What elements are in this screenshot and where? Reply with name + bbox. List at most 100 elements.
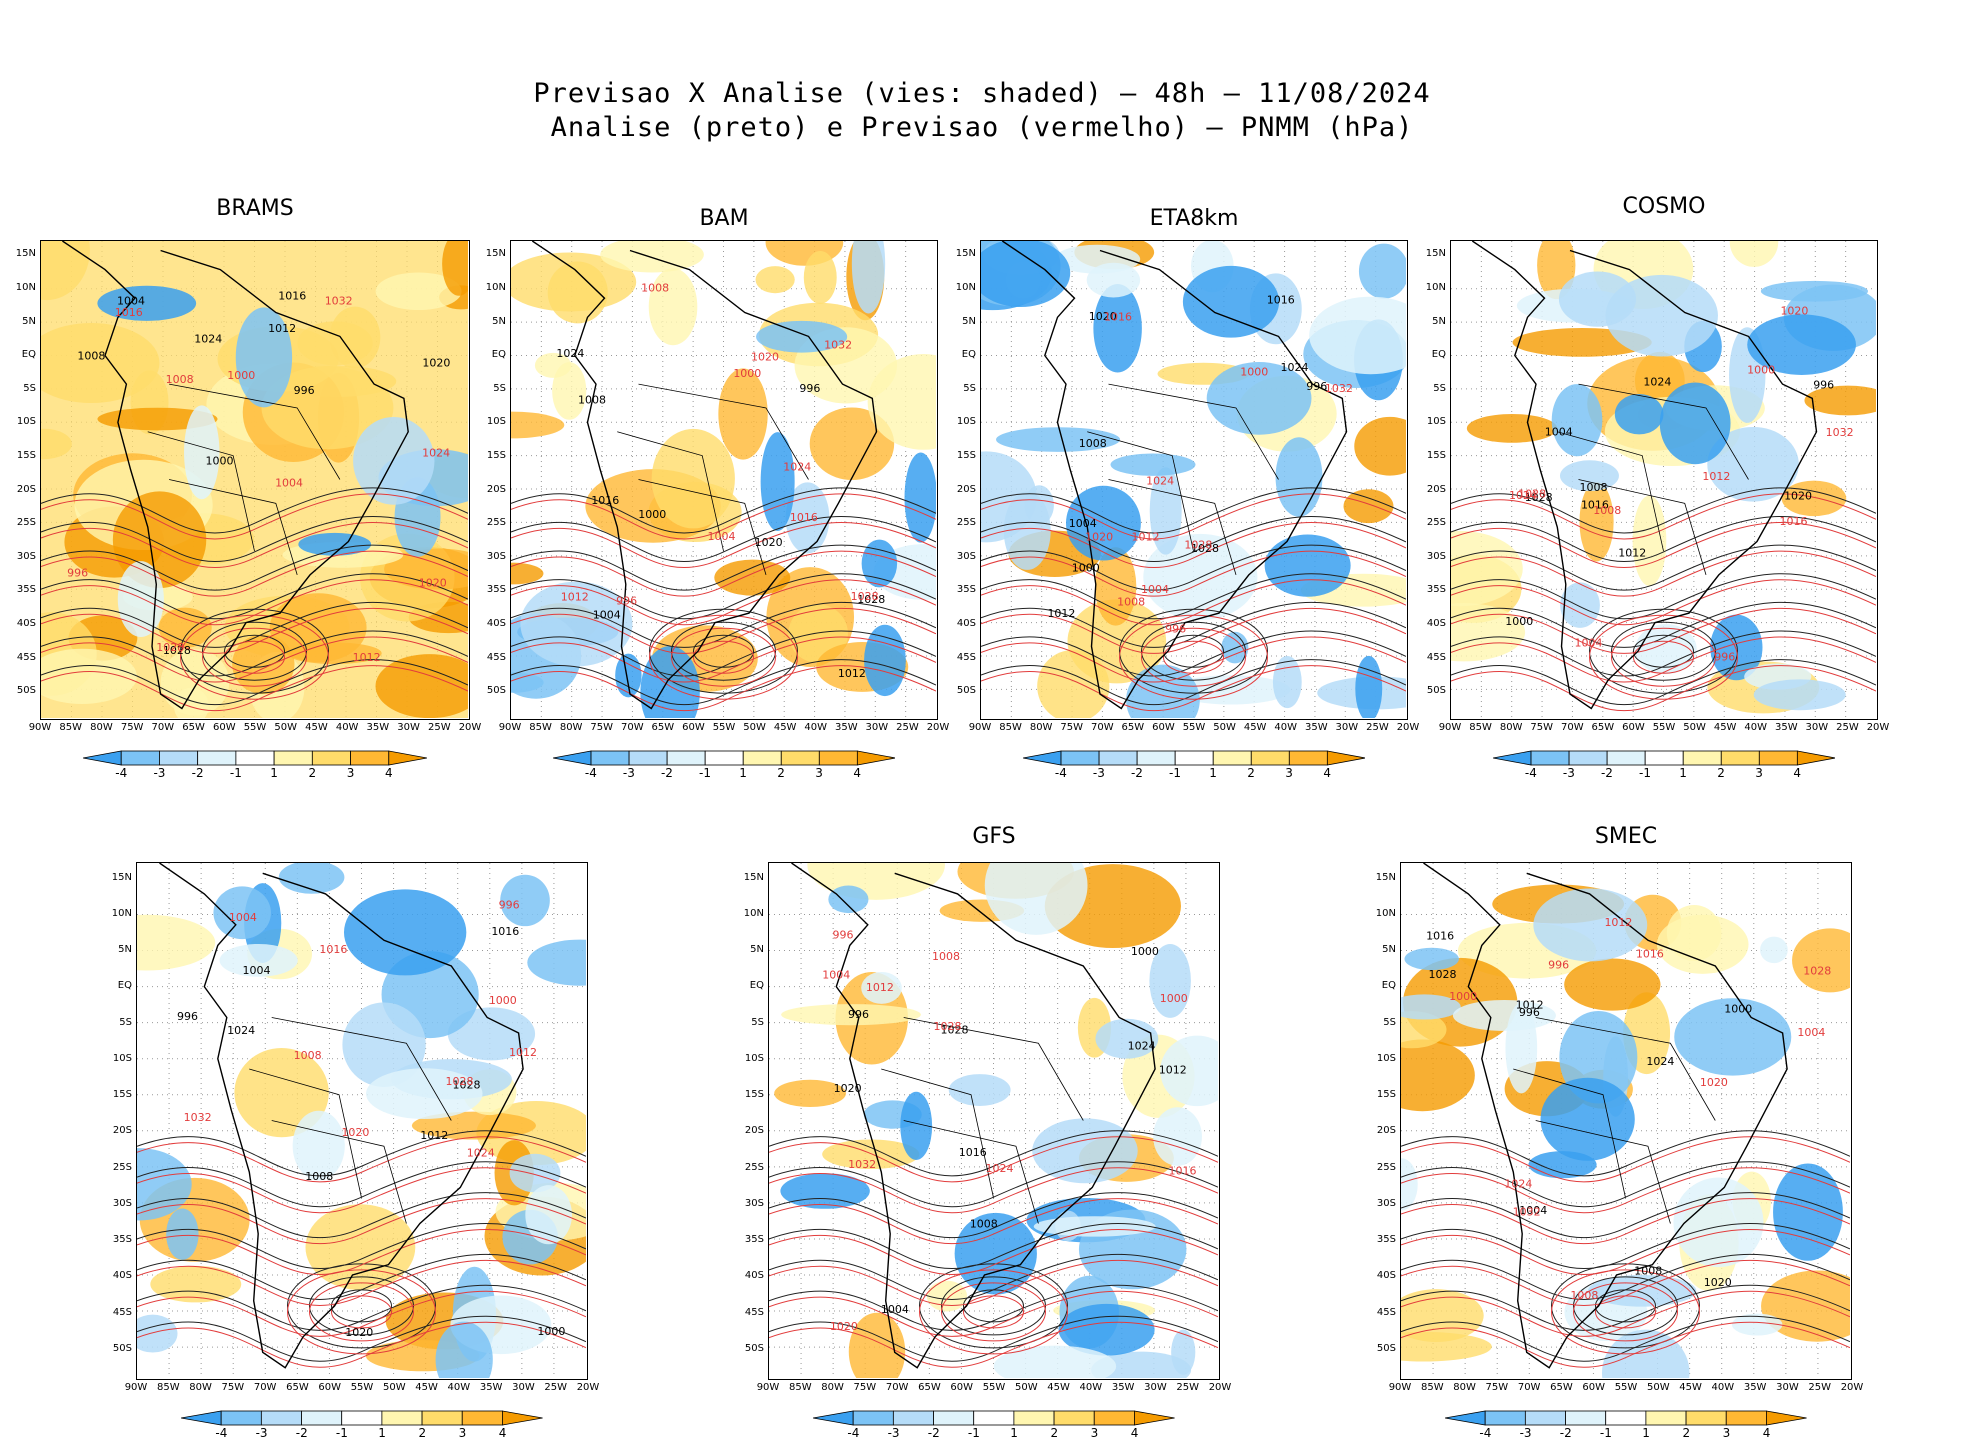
positive-bias-area	[755, 266, 795, 294]
isobar-line	[511, 487, 936, 534]
latitude-label: 15N	[955, 248, 976, 260]
colorbar-label: -1	[1638, 766, 1651, 780]
isobar-label: 1020	[834, 1082, 862, 1095]
isobar-label: 996	[616, 595, 637, 608]
low-pressure-isobar	[963, 1295, 1024, 1329]
low-pressure-isobar	[919, 1263, 1068, 1349]
colorbar-swatch	[159, 750, 199, 766]
negative-bias-area	[520, 581, 633, 667]
longitude-label: 35W	[1743, 1382, 1767, 1393]
colorbar	[552, 750, 896, 766]
latitude-label: 10S	[112, 1052, 132, 1064]
colorbar-swatch	[1134, 1410, 1175, 1426]
isobar-line	[511, 665, 936, 712]
isobar-label: 1012	[1132, 530, 1160, 543]
isobar-line	[1451, 601, 1876, 648]
longitude-label: 60W	[1152, 722, 1175, 733]
latitude-label: 45S	[16, 651, 36, 663]
low-pressure-isobar	[224, 634, 285, 668]
latitude-label: 20S	[112, 1125, 132, 1137]
isobar-label: 1000	[206, 455, 234, 468]
negative-bias-area	[993, 1345, 1117, 1378]
country-border	[1535, 1120, 1671, 1224]
colorbar-label: -1	[698, 766, 711, 780]
country-border	[1108, 383, 1279, 480]
isobar-label: 1012	[509, 1046, 537, 1059]
isobar-line	[511, 544, 936, 591]
negative-bias-area	[298, 532, 372, 556]
isobar-label: 1004	[1797, 1026, 1825, 1039]
longitude-label: 65W	[1121, 722, 1145, 733]
longitude-label: 50W	[1646, 1382, 1670, 1393]
longitude-label: 40W	[335, 722, 359, 733]
country-border	[1087, 431, 1194, 552]
colorbar-swatch	[1445, 1410, 1486, 1426]
map-area: 1012 1016 1020 1024 1028 1008 1004 1000 996 1012 1…	[510, 240, 938, 720]
isobar-label: 1020	[1704, 1276, 1732, 1289]
isobar-line	[981, 636, 1406, 683]
latitude-label: 15N	[1425, 248, 1446, 260]
isobar-label: 1004	[881, 1303, 909, 1316]
colorbar-label: -3	[1562, 766, 1575, 780]
latitude-label: 20S	[16, 483, 36, 495]
colorbar-swatch	[181, 1410, 222, 1426]
low-pressure-isobar	[1595, 1289, 1656, 1323]
latitude-label: 45S	[1426, 651, 1446, 663]
positive-bias-area	[150, 1265, 242, 1303]
colorbar-label: -1	[1168, 766, 1181, 780]
isobar-label: 1020	[1085, 530, 1113, 543]
longitude-label: 25W	[896, 722, 919, 733]
low-pressure-isobar	[671, 621, 776, 681]
positive-bias-area	[1343, 489, 1394, 524]
longitude-label: 60W	[950, 1382, 974, 1393]
positive-bias-area	[600, 241, 704, 273]
country-border	[147, 431, 255, 552]
negative-bias-area	[1560, 582, 1600, 628]
longitude-label: 50W	[1213, 722, 1236, 733]
latitude-label: 5S	[751, 1016, 764, 1028]
latitude-label: 10N	[1375, 907, 1396, 919]
colorbar-swatch	[220, 1410, 262, 1426]
panel-title: COSMO	[1622, 194, 1706, 219]
isobar-label: 1008	[932, 950, 960, 963]
colorbar-label: 3	[1090, 1426, 1099, 1440]
isobar-line	[769, 1136, 1218, 1183]
latitude-label: 20S	[1376, 1125, 1396, 1137]
latitude-label: 15S	[744, 1089, 764, 1101]
isobar-line	[769, 1290, 1218, 1337]
colorbar-swatch	[350, 750, 390, 766]
longitude-label: 85W	[529, 722, 552, 733]
south-america-coastline	[531, 241, 878, 710]
isobar-label: 1000	[1724, 1003, 1752, 1016]
negative-bias-area	[1659, 382, 1731, 465]
low-pressure-isobar	[1551, 1269, 1700, 1355]
negative-bias-area	[97, 285, 197, 321]
colorbar-label: -2	[927, 1426, 940, 1440]
low-pressure-isobar	[1119, 614, 1268, 700]
longitude-label: 50W	[274, 722, 298, 733]
negative-bias-area	[353, 416, 435, 505]
negative-bias-area	[1673, 1177, 1764, 1268]
positive-bias-area	[1401, 1331, 1492, 1362]
low-pressure-isobar	[963, 1289, 1024, 1323]
positive-bias-area	[1564, 958, 1661, 1011]
colorbar-swatch	[502, 1410, 543, 1426]
latitude-label: 50S	[1426, 685, 1446, 697]
positive-bias-area	[1451, 603, 1526, 662]
longitude-label: 60W	[1622, 722, 1645, 733]
latitude-label: 20S	[486, 483, 506, 495]
colorbar-label: -3	[1092, 766, 1105, 780]
colorbar-swatch	[1605, 1410, 1647, 1426]
isobar-label: 1032	[1513, 1205, 1541, 1218]
latitude-label: 40S	[744, 1270, 764, 1282]
isobar-label: 996	[1519, 1006, 1540, 1019]
positive-bias-area	[234, 1048, 329, 1138]
positive-bias-area	[714, 559, 791, 596]
latitude-label: 20S	[1426, 483, 1446, 495]
colorbar-swatch	[1053, 1410, 1095, 1426]
longitude-label: 90W	[968, 722, 992, 733]
isobar-label: 1028	[163, 644, 191, 657]
longitude-label: 80W	[821, 1382, 844, 1393]
low-pressure-isobar	[202, 627, 307, 687]
positive-bias-area	[1632, 495, 1667, 587]
